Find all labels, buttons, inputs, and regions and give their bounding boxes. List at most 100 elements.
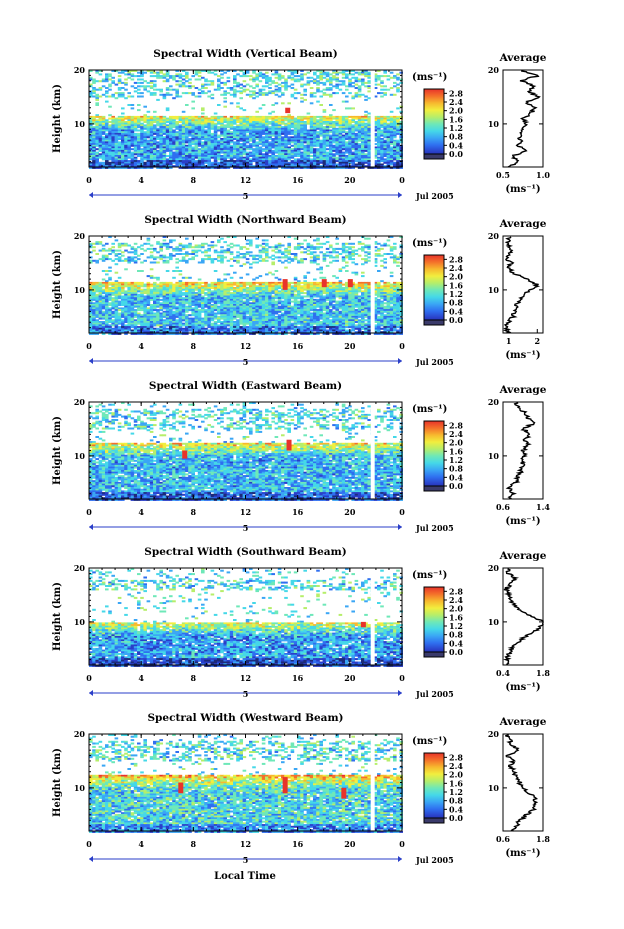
heatmap-cell [303,126,307,129]
heatmap-cell [226,132,231,135]
heatmap-cell [117,132,122,135]
heatmap-cell [329,88,333,91]
heatmap-cell [226,117,231,120]
heatmap-cell [191,117,195,120]
panel-2: Spectral Width (Northward Beam)0 4 8 12 16 20… [52,214,547,367]
heatmap-cell [201,121,205,123]
heatmap-cell [277,75,282,78]
heatmap-cell [172,276,176,279]
heatmap-cell [338,247,343,250]
heatmap-cell [396,121,400,123]
heatmap-cell [345,246,349,249]
heatmap-cell [255,254,259,257]
colorbar-tick-label: 0.4 [449,140,463,150]
heatmap-cell [172,76,176,79]
heatmap-cell [245,239,250,242]
heatmap-cell [172,249,176,252]
heatmap-cell [181,253,186,255]
heatmap-cell [297,155,301,157]
heatmap-cell [386,75,391,78]
heatmap-cell [185,73,189,76]
heatmap-cell [220,117,224,120]
heatmap-cell [143,117,147,120]
heatmap-cell [297,117,301,120]
heatmap-cell [149,124,154,127]
heatmap-cell [130,251,135,254]
heatmap-cell [252,80,256,83]
heatmap-cell [95,98,99,101]
heatmap-cell [130,259,135,262]
heatmap-cell [258,141,263,144]
heatmap-cell [345,95,349,98]
heatmap-cell [175,83,179,86]
heatmap-cell [300,251,304,254]
heatmap-cell [281,132,285,135]
heatmap-cell [175,75,179,78]
heatmap-cell [169,246,173,249]
heatmap-cell [133,124,138,127]
heatmap-cell [111,121,115,123]
heatmap-cell [239,122,243,125]
heatmap-cell [188,117,192,120]
heatmap-cell [377,119,381,122]
heatmap-cell [367,121,371,123]
heatmap-cell [121,149,125,152]
heatmap-cell [271,110,275,113]
heatmap-cell [124,81,128,84]
heatmap-cell [169,121,173,123]
heatmap-cell [124,117,128,120]
heatmap-cell [108,283,112,286]
heatmap-cell [169,117,173,120]
heatmap-cell [252,93,256,96]
heatmap-cell [169,76,173,79]
heatmap-cell [316,76,320,79]
heatmap-cell [101,270,106,272]
heatmap-cell [223,121,227,123]
heatmap-cell [357,158,362,161]
heatmap-cell [290,124,295,127]
heatmap-cell [389,158,394,161]
heatmap-cell [313,251,317,254]
heatmap-cell [303,276,307,279]
heatmap-cell [197,124,202,127]
heatmap-cell [277,278,282,281]
heatmap-cell [399,124,403,127]
heatmap-cell [156,158,160,161]
heatmap-cell [396,78,400,81]
heatmap-cell [165,107,170,110]
heatmap-cell [357,93,362,96]
heatmap-cell [277,73,282,76]
heatmap-cell [293,80,298,83]
heatmap-cell [188,132,192,135]
heatmap-cell [393,76,397,79]
heatmap-cell [239,121,243,123]
heatmap-cell [348,132,352,135]
heatmap-cell [367,132,371,135]
heatmap-cell [146,242,151,245]
heatmap-cell [313,247,317,250]
heatmap-cell [332,247,336,250]
heatmap-cell [242,141,247,144]
heatmap-cell [284,126,288,129]
heatmap-cell [188,124,192,127]
heatmap-cell [169,158,173,161]
heatmap-cell [210,97,215,100]
heatmap-cell [130,85,135,88]
heatmap-cell [194,254,199,257]
heatmap-cell [181,126,186,129]
heatmap-cell [108,249,112,252]
heatmap-cell [332,109,336,112]
heatmap-cell [303,141,307,144]
heatmap-cell [117,95,122,98]
heatmap-cell [89,158,93,161]
heatmap-cell [284,117,288,120]
heatmap-cell [114,149,119,152]
heatmap-cell [287,124,291,127]
heatmap-cell [175,95,179,98]
heatmap-cell [357,139,362,142]
heatmap-cell [309,149,314,152]
heatmap-cell [255,276,259,279]
heatmap-cell [380,247,384,250]
heatmap-cell [191,158,195,161]
heatmap-cell [313,121,317,123]
